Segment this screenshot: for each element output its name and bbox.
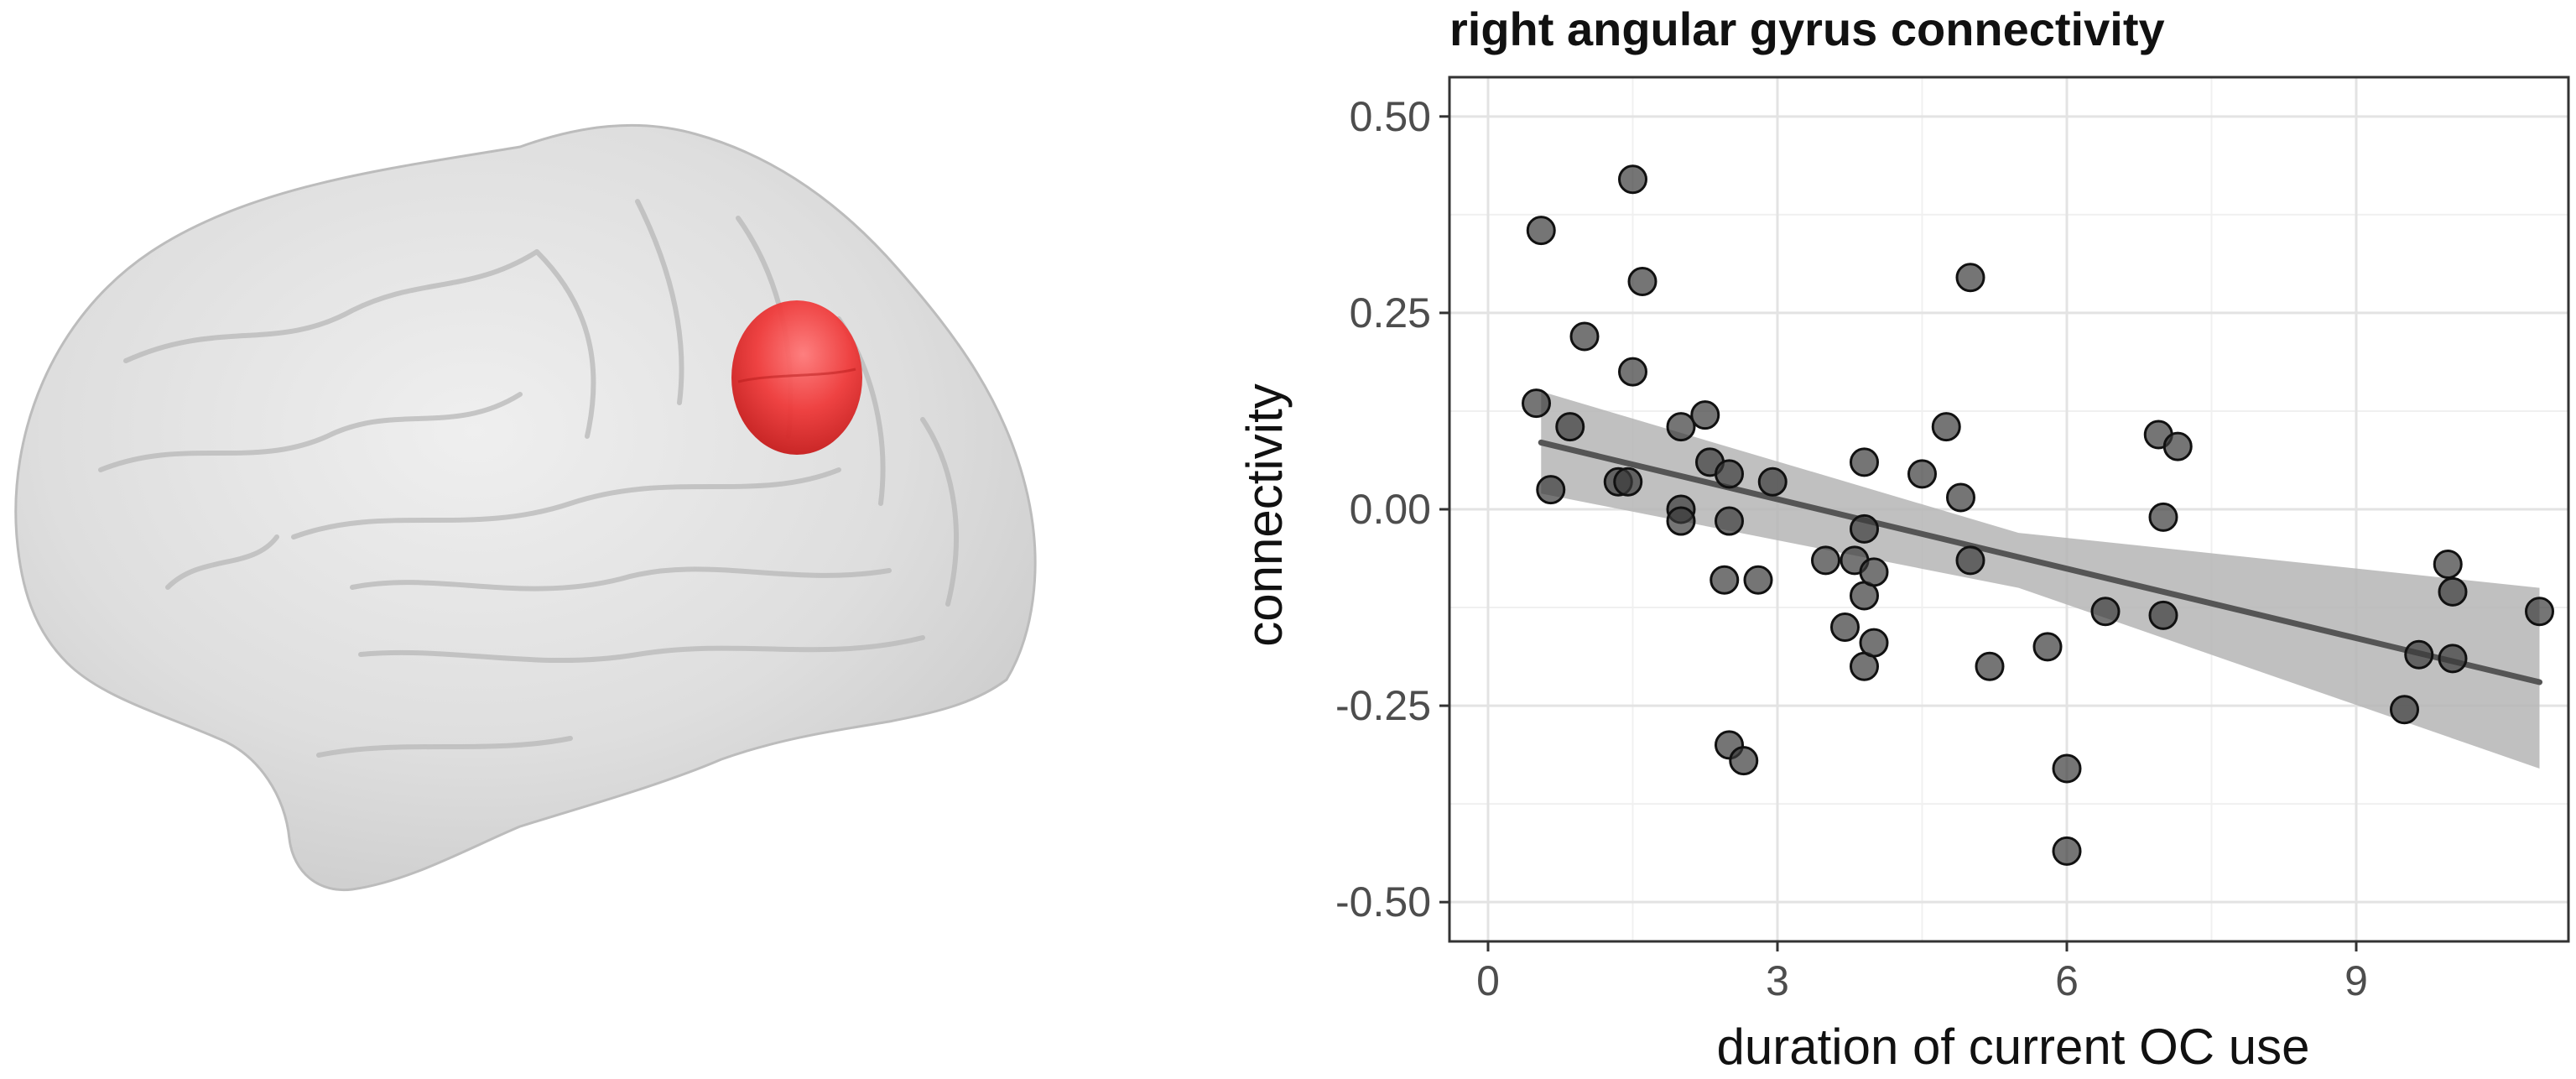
data-point — [1555, 412, 1585, 442]
angular-gyrus-roi — [731, 300, 862, 455]
x-tick-label: 3 — [1766, 957, 1789, 1004]
axis-layer — [1439, 76, 2570, 951]
y-tick-label: 0.50 — [1350, 93, 1431, 140]
data-point — [1715, 459, 1744, 489]
y-tick-label: 0.25 — [1350, 289, 1431, 336]
data-point — [1955, 263, 1985, 293]
data-point — [1618, 164, 1647, 195]
y-tick-label: -0.50 — [1335, 878, 1431, 925]
data-point — [1618, 357, 1647, 387]
data-point — [1690, 400, 1720, 430]
brain-panel — [0, 0, 1090, 1075]
data-point — [1536, 475, 1566, 505]
data-point — [2032, 632, 2063, 662]
data-point — [1907, 459, 1937, 489]
data-point — [1666, 412, 1696, 442]
data-point — [1811, 545, 1840, 576]
data-point — [1955, 545, 1985, 576]
data-point — [1710, 565, 1740, 595]
data-point — [1715, 506, 1744, 536]
data-point — [2052, 836, 2082, 866]
fit-line-layer — [1538, 439, 2542, 685]
data-point — [1859, 628, 1889, 658]
data-point — [2148, 600, 2178, 630]
confidence-band-layer — [1541, 391, 2540, 769]
x-tick-label: 6 — [2055, 957, 2079, 1004]
data-point — [1757, 467, 1788, 497]
points-layer — [1522, 164, 2554, 866]
regression-line — [1538, 439, 2542, 685]
data-point — [1666, 506, 1696, 536]
data-point — [1627, 266, 1657, 296]
x-tick-label: 0 — [1476, 957, 1500, 1004]
grid-layer — [1449, 77, 2568, 941]
data-point — [1931, 412, 1961, 442]
x-axis-label: duration of current OC use — [1716, 1019, 2309, 1075]
data-point — [1830, 612, 1860, 642]
data-point — [1526, 216, 1556, 246]
chart-panel: right angular gyrus connectivity connect… — [1174, 0, 2576, 1075]
data-point — [2438, 576, 2468, 607]
data-point — [1850, 513, 1879, 544]
brain-outline — [14, 123, 1037, 892]
data-point — [1743, 565, 1773, 595]
y-axis-label: connectivity — [1236, 383, 1293, 646]
x-tick-label: 9 — [2344, 957, 2368, 1004]
data-point — [2433, 550, 2463, 580]
confidence-band — [1541, 391, 2540, 769]
y-tick-label: -0.25 — [1335, 682, 1431, 729]
data-point — [1975, 651, 2005, 681]
data-point — [2390, 695, 2419, 725]
data-point — [1613, 467, 1643, 497]
data-point — [2148, 502, 2178, 532]
data-point — [2438, 644, 2468, 674]
data-point — [1729, 746, 1759, 776]
data-point — [1859, 557, 1889, 587]
data-point — [2162, 431, 2193, 461]
brain-surface-render — [14, 123, 1037, 892]
y-tick-label: 0.00 — [1350, 486, 1431, 533]
data-point — [1569, 321, 1600, 352]
data-point — [2525, 597, 2554, 627]
data-point — [2404, 639, 2434, 670]
data-point — [1946, 482, 1975, 513]
data-point — [1522, 388, 1551, 419]
data-point — [2052, 753, 2082, 784]
tick-label-layer: 0 3 6 9 -0.50 -0.25 0.00 0.25 0.50 — [1335, 93, 2368, 1004]
scatter-chart: right angular gyrus connectivity connect… — [1236, 3, 2570, 1075]
data-point — [1850, 447, 1879, 477]
chart-title: right angular gyrus connectivity — [1449, 3, 2165, 55]
data-point — [2090, 597, 2121, 627]
